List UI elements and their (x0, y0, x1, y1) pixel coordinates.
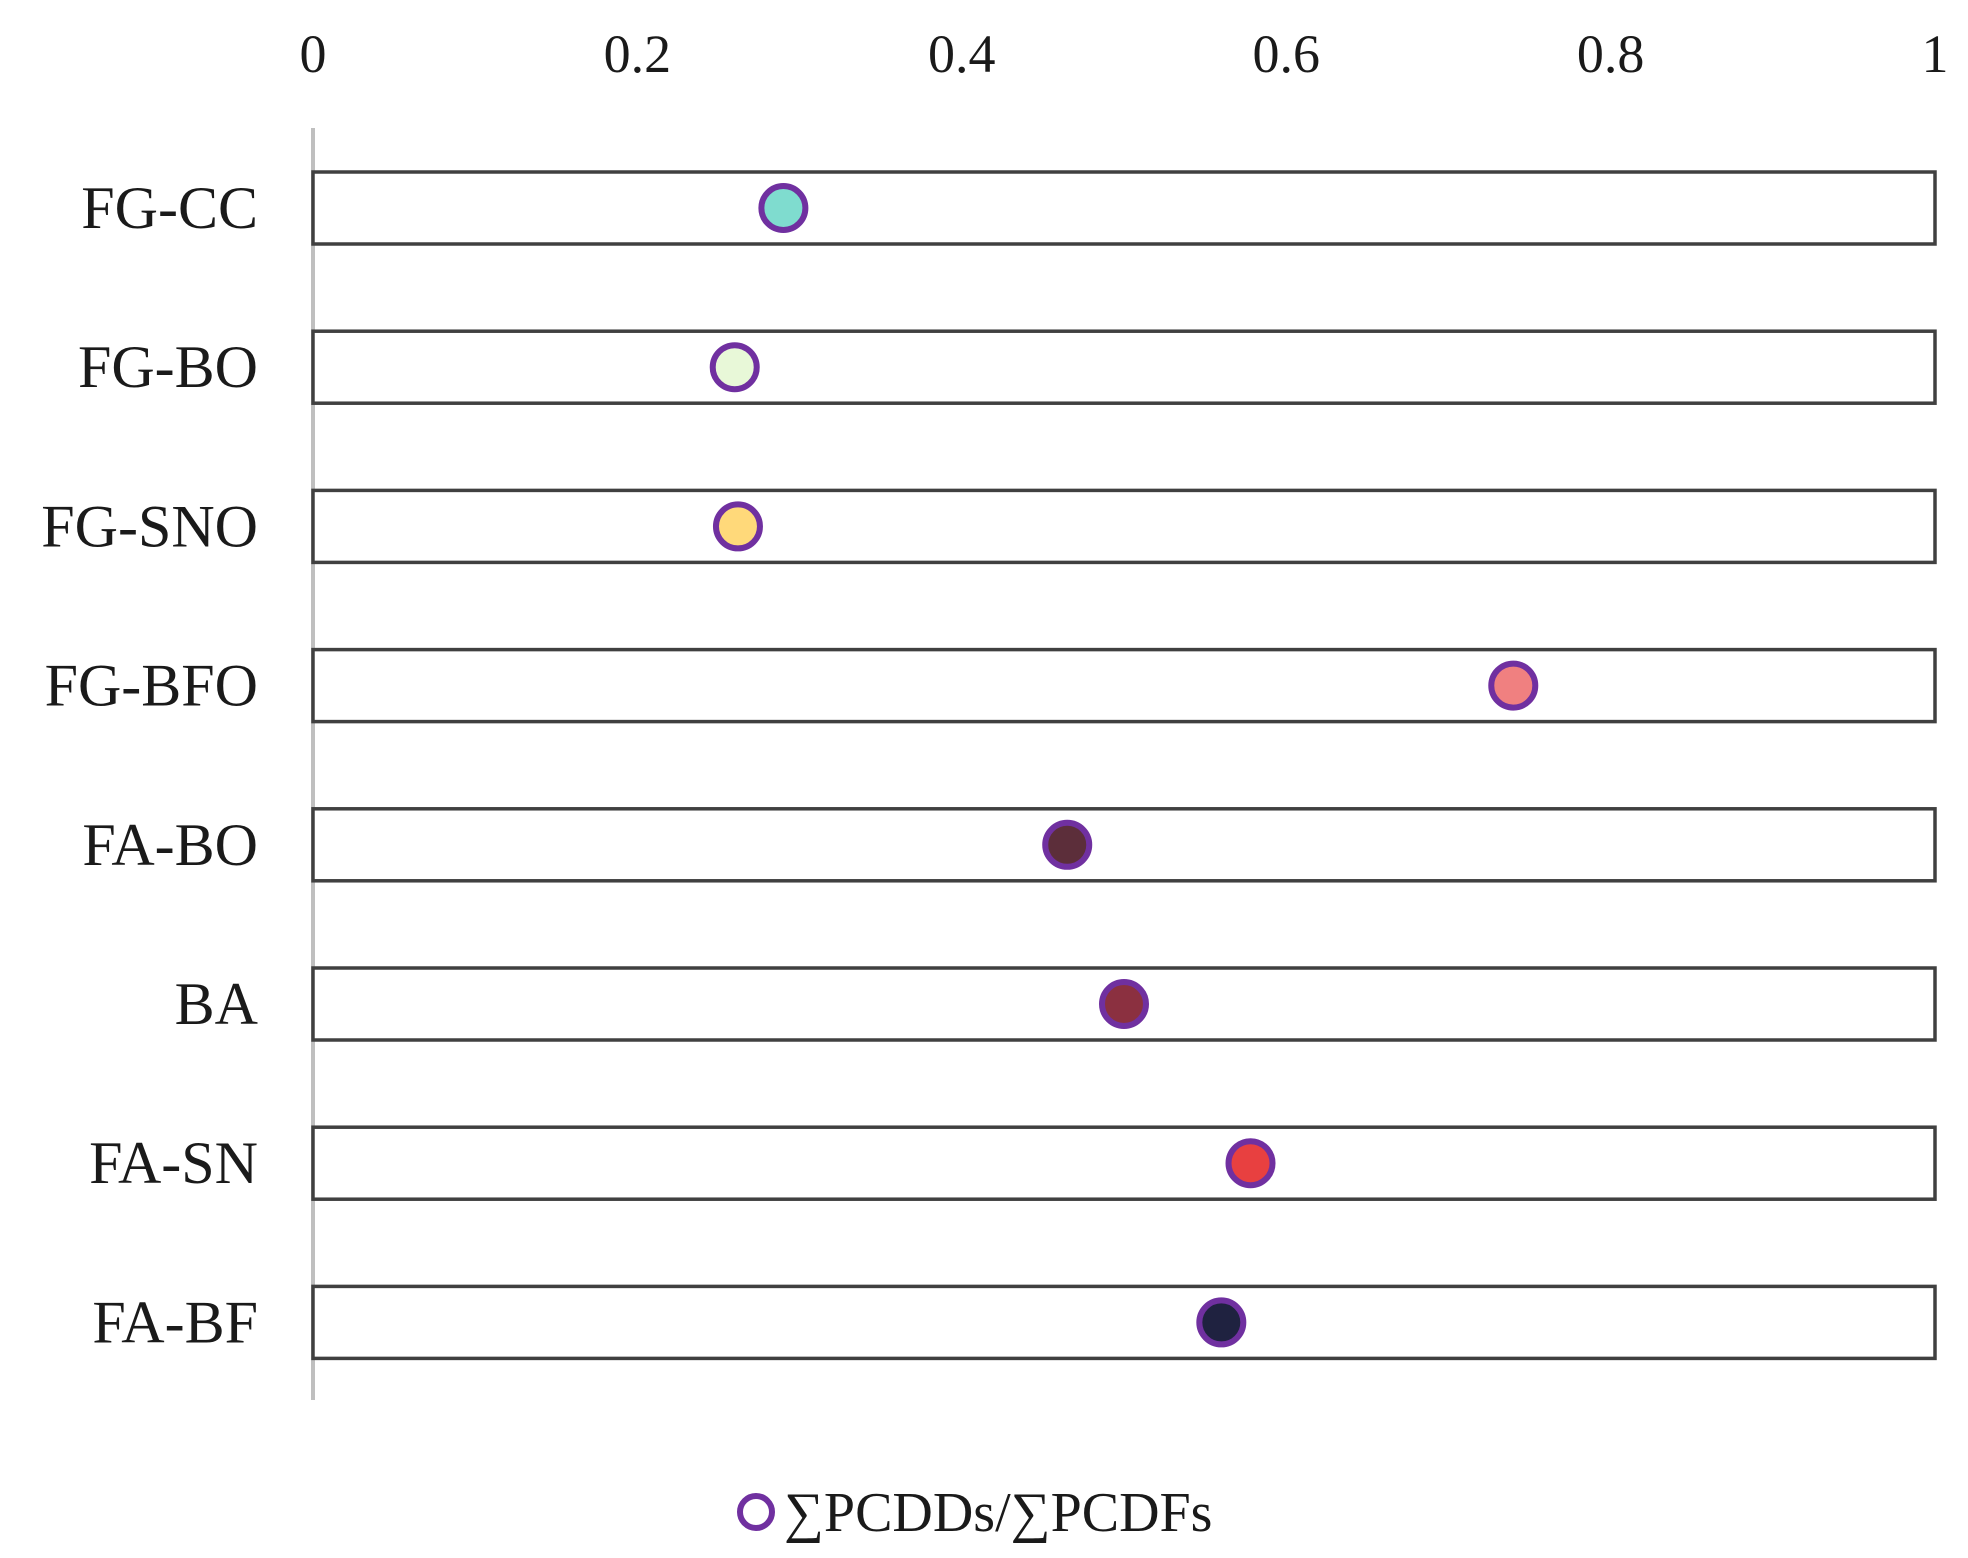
legend-label: ∑PCDDs/∑PCDFs (784, 1482, 1212, 1544)
x-tick-label: 0 (300, 24, 327, 84)
row-bar-box (311, 329, 1937, 405)
x-tick-label: 0.4 (928, 24, 996, 84)
category-row: FG-BO (78, 329, 1937, 405)
category-row: FA-SN (89, 1125, 1937, 1201)
x-tick-label: 0.8 (1577, 24, 1645, 84)
category-row: BA (175, 966, 1937, 1042)
category-label: FA-BO (82, 812, 258, 878)
row-bar-box (311, 807, 1937, 883)
category-row: FG-BFO (45, 647, 1937, 724)
x-tick-label: 0.6 (1252, 24, 1320, 84)
category-label: FA-SN (89, 1130, 258, 1196)
row-bar-box (311, 647, 1937, 724)
row-bar-box (311, 1284, 1937, 1361)
data-point-marker (1196, 1297, 1247, 1348)
category-label: FA-BF (92, 1289, 258, 1355)
category-row: FG-SNO (41, 488, 1937, 565)
category-label: FG-BFO (45, 653, 258, 719)
data-point-marker (758, 183, 809, 233)
data-point-marker (1099, 979, 1149, 1029)
category-label: FG-SNO (41, 493, 258, 559)
x-tick-labels: 0 0.2 0.4 0.6 0.8 1 (300, 24, 1949, 84)
data-point-marker (709, 342, 760, 393)
x-tick-label: 1 (1922, 24, 1949, 84)
category-row: FA-BF (92, 1284, 1937, 1361)
category-row: FG-CC (81, 170, 1937, 246)
category-label: FG-CC (81, 175, 258, 241)
data-point-marker (712, 501, 763, 552)
row-bar-box (311, 1125, 1937, 1201)
row-bar-box (311, 488, 1937, 565)
data-point-marker (1225, 1138, 1276, 1189)
row-bar-box (311, 170, 1937, 246)
category-row: FA-BO (82, 807, 1937, 883)
x-tick-label: 0.2 (604, 24, 672, 84)
category-label: BA (175, 971, 258, 1037)
data-point-marker (1042, 819, 1093, 870)
legend-marker-icon (737, 1493, 775, 1531)
category-rows: FG-CC FG-BO FG-SNO FG-BFO FA-BO BA FA-SN FA-BF (41, 170, 1937, 1361)
category-label: FG-BO (78, 334, 258, 400)
data-point-marker (1488, 660, 1539, 711)
legend: ∑PCDDs/∑PCDFs (737, 1482, 1212, 1544)
